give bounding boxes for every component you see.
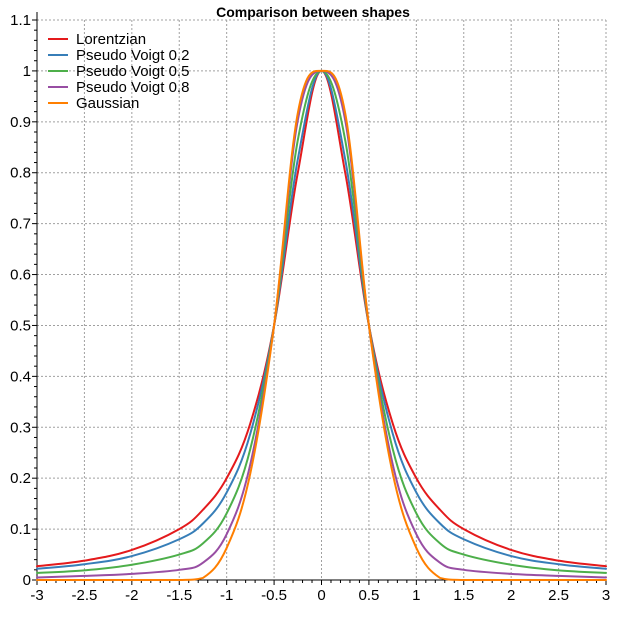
y-tick-label: 0.8 <box>10 165 31 182</box>
x-tick-label: 3 <box>602 587 610 604</box>
y-tick-label: 0.3 <box>10 419 31 436</box>
legend-label-pseudo-voigt-0-5: Pseudo Voigt 0.5 <box>76 63 189 80</box>
x-tick-label: 1.5 <box>453 587 474 604</box>
y-tick-label: 0.7 <box>10 216 31 233</box>
x-tick-label: 0 <box>317 587 325 604</box>
x-tick-label: -3 <box>30 587 43 604</box>
x-tick-label: -1.5 <box>166 587 192 604</box>
series-lines <box>36 69 607 581</box>
legend-label-pseudo-voigt-0-2: Pseudo Voigt 0.2 <box>76 47 189 64</box>
series-line-gaussian <box>36 69 607 581</box>
tick-labels: -3 -2.5 -2 -1.5 -1 -0.5 0 0.5 1 1.5 2 2.5 3 0 0.1 0.2 0.… <box>10 12 610 604</box>
y-tick-label: 0.5 <box>10 317 31 334</box>
y-tick-label: 0.2 <box>10 470 31 487</box>
x-tick-label: 2.5 <box>548 587 569 604</box>
x-tick-label: -1 <box>220 587 233 604</box>
y-tick-label: 1 <box>23 63 31 80</box>
x-tick-label: -2 <box>125 587 138 604</box>
legend-label-lorentzian: Lorentzian <box>76 31 146 48</box>
x-tick-label: 2 <box>507 587 515 604</box>
chart-title: Comparison between shapes <box>216 4 410 20</box>
y-tick-label: 0 <box>23 572 31 589</box>
x-tick-label: 1 <box>412 587 420 604</box>
y-tick-label: 0.4 <box>10 368 31 385</box>
y-tick-label: 1.1 <box>10 12 31 29</box>
legend-label-gaussian: Gaussian <box>76 95 139 112</box>
x-tick-label: 0.5 <box>358 587 379 604</box>
y-tick-label: 0.9 <box>10 114 31 131</box>
y-tick-label: 0.1 <box>10 521 31 538</box>
x-tick-label: -2.5 <box>71 587 97 604</box>
legend-label-pseudo-voigt-0-8: Pseudo Voigt 0.8 <box>76 79 189 96</box>
x-tick-label: -0.5 <box>261 587 287 604</box>
y-tick-label: 0.6 <box>10 267 31 284</box>
